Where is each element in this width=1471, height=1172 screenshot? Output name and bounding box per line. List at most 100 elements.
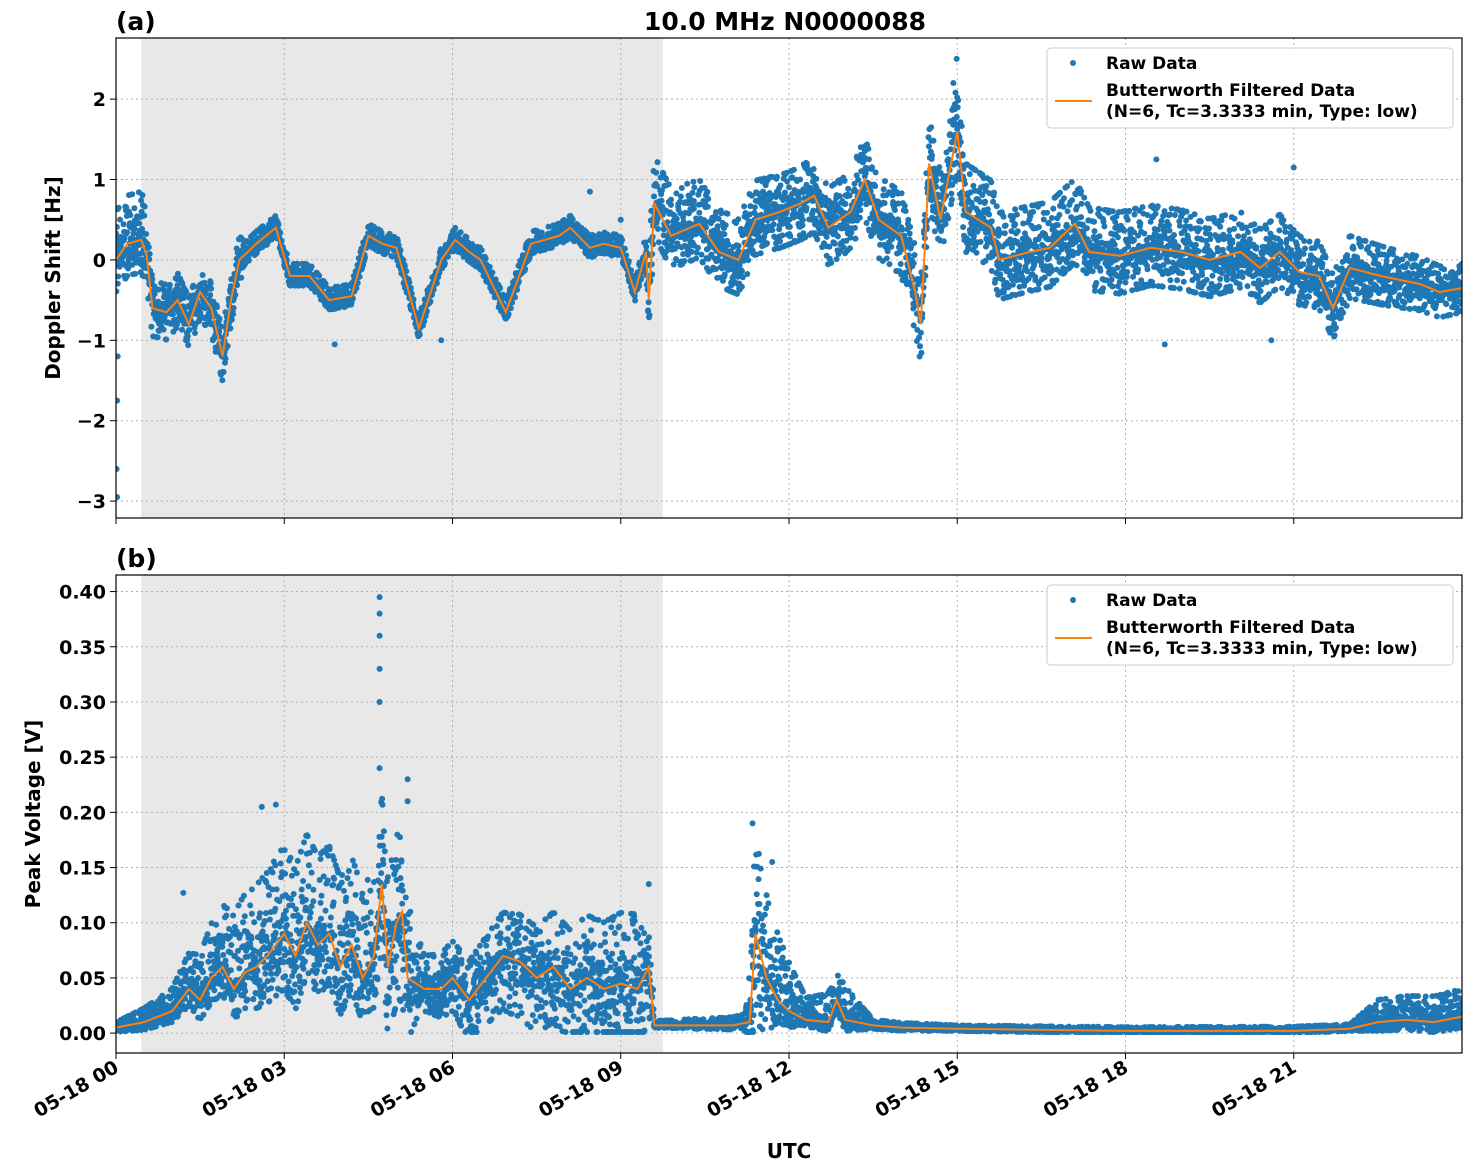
raw-point: [130, 230, 137, 237]
raw-point: [948, 190, 955, 197]
raw-point: [275, 221, 282, 228]
raw-point: [803, 204, 810, 211]
raw-point: [823, 233, 830, 240]
raw-point: [208, 285, 215, 292]
raw-point: [865, 145, 872, 152]
raw-point: [192, 330, 198, 336]
raw-point: [911, 240, 918, 246]
raw-point: [930, 137, 937, 144]
raw-point: [668, 196, 674, 203]
raw-point: [1210, 251, 1216, 258]
raw-point: [744, 271, 751, 277]
raw-point: [400, 256, 407, 263]
raw-point: [988, 179, 995, 186]
raw-point: [1171, 285, 1177, 291]
raw-point: [813, 175, 820, 182]
raw-point: [918, 349, 925, 356]
raw-point: [148, 323, 155, 330]
raw-point: [872, 169, 879, 176]
raw-point: [186, 327, 193, 334]
raw-point: [146, 250, 153, 257]
raw-point: [1121, 289, 1128, 296]
raw-point: [1122, 279, 1129, 286]
raw-point: [1203, 276, 1210, 283]
raw-point: [125, 265, 132, 272]
raw-point: [966, 171, 973, 178]
raw-point: [822, 180, 829, 187]
raw-point: [787, 233, 794, 240]
raw-point: [207, 292, 214, 298]
raw-point: [954, 104, 961, 111]
raw-point: [132, 246, 139, 253]
raw-point: [401, 263, 408, 270]
raw-point: [940, 238, 947, 245]
raw-point: [705, 195, 712, 202]
raw-point: [1109, 208, 1116, 215]
raw-point: [1041, 274, 1048, 281]
raw-point: [185, 342, 192, 349]
raw-point: [482, 255, 489, 262]
raw-point: [433, 280, 440, 287]
raw-point: [1056, 211, 1063, 218]
raw-point: [690, 205, 697, 212]
raw-point: [1217, 223, 1224, 230]
raw-point: [1068, 179, 1075, 185]
raw-point: [1012, 206, 1019, 213]
raw-point: [993, 203, 1000, 210]
raw-point: [1144, 266, 1151, 273]
raw-point: [1002, 222, 1009, 229]
raw-point: [124, 229, 131, 236]
raw-point: [124, 273, 131, 279]
raw-point: [678, 185, 685, 191]
raw-point: [910, 260, 917, 267]
raw-point: [245, 257, 252, 264]
raw-point: [958, 123, 965, 129]
raw-point: [1109, 283, 1116, 290]
raw-point: [790, 166, 797, 173]
raw-point: [694, 244, 701, 251]
raw-point: [834, 233, 841, 240]
raw-point: [917, 329, 924, 336]
raw-point: [690, 198, 697, 204]
raw-point: [349, 295, 356, 302]
raw-point: [882, 178, 888, 185]
raw-point: [735, 216, 742, 223]
raw-point: [406, 279, 413, 286]
raw-point: [1009, 281, 1016, 288]
raw-point: [1111, 241, 1118, 248]
raw-point: [161, 281, 168, 288]
raw-point: [1124, 269, 1131, 275]
raw-point: [845, 185, 852, 192]
raw-point: [199, 272, 206, 278]
raw-point: [1089, 268, 1096, 275]
raw-point: [1137, 220, 1144, 227]
raw-point: [1159, 283, 1166, 290]
raw-point: [123, 204, 130, 211]
raw-point: [655, 239, 662, 246]
raw-point: [953, 114, 960, 120]
raw-point: [228, 316, 235, 323]
raw-point: [899, 226, 906, 233]
raw-point: [721, 231, 728, 238]
raw-point: [872, 183, 879, 190]
raw-point: [646, 312, 653, 318]
raw-point: [911, 252, 918, 258]
raw-point: [154, 334, 161, 341]
raw-point: [745, 257, 752, 264]
raw-point: [497, 285, 504, 292]
raw-point: [681, 258, 688, 264]
raw-point: [814, 236, 821, 243]
raw-point: [690, 178, 697, 185]
raw-point: [1035, 224, 1042, 230]
raw-point: [1078, 214, 1085, 221]
raw-point: [1229, 239, 1236, 246]
raw-point: [316, 272, 323, 279]
raw-point: [1108, 276, 1115, 283]
raw-point: [902, 208, 909, 214]
raw-point: [857, 207, 864, 214]
raw-point: [738, 283, 745, 290]
raw-point: [1096, 233, 1103, 240]
raw-point: [1227, 287, 1234, 294]
raw-point: [982, 198, 989, 205]
raw-point: [654, 159, 661, 166]
